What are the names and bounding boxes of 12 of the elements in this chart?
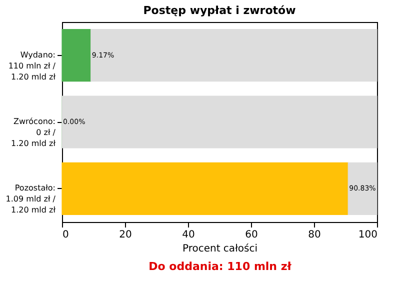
x-tick-label: 40: [182, 230, 195, 240]
x-tick-label: 0: [62, 230, 69, 240]
x-tick-label: 80: [308, 230, 321, 240]
x-tick-label: 20: [119, 230, 132, 240]
x-tick-label: 100: [358, 230, 378, 240]
chart-title: Postęp wypłat i zwrotów: [143, 4, 296, 17]
x-axis-title: Procent całości: [182, 242, 258, 254]
x-tick-label: 60: [245, 230, 258, 240]
y-tick-label: Zwrócono: 0 zł / 1.20 mld zł: [11, 117, 56, 148]
y-tick-label: Wydano: 110 mln zł / 1.20 mld zł: [8, 50, 56, 82]
text: Do oddania: 110 mln zł: [148, 260, 292, 273]
y-tick-label: Pozostało: 1.09 mld zł / 1.20 mld zł: [6, 184, 56, 215]
